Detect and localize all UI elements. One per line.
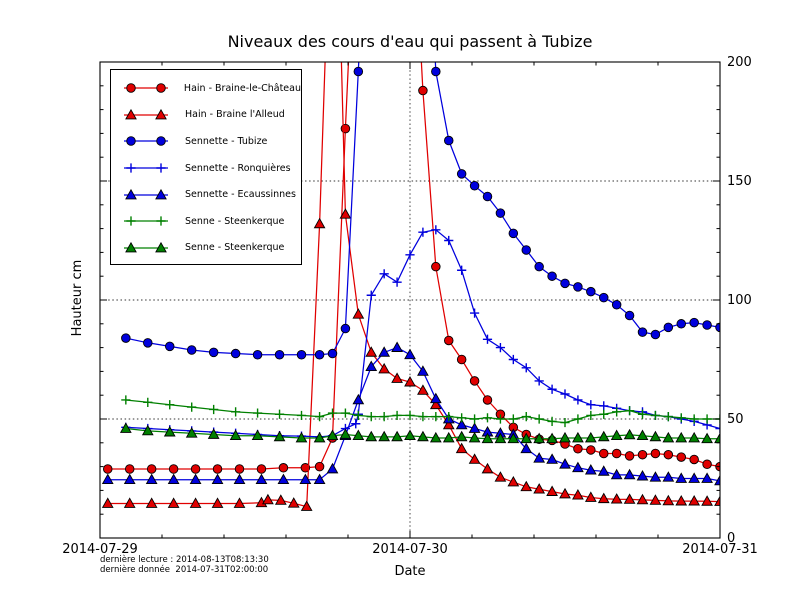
legend-marker-plus — [124, 216, 168, 226]
legend-marker-triangle — [124, 108, 168, 120]
x-tick-label-0731: 2014-07-31 — [682, 542, 758, 557]
legend-marker-circle — [124, 136, 168, 147]
x-axis-label: Date — [394, 564, 426, 579]
y-axis-label: Hauteur cm — [70, 259, 85, 337]
y-tick-label-150: 150 — [727, 174, 752, 189]
annotation-last-data: dernière donnée 2014-07-31T02:00:00 — [100, 565, 269, 575]
y-tick-label-100: 100 — [727, 293, 752, 308]
legend-entry: Sennette - Tubize — [111, 128, 301, 155]
series-senne-steenkerque — [119, 422, 720, 444]
x-tick-label-0729: 2014-07-29 — [62, 542, 138, 557]
series-senne-steenkerque — [121, 395, 720, 428]
legend-entry: Hain - Braine l'Alleud — [111, 102, 301, 129]
legend: Hain - Braine-le-Château Hain - Braine l'… — [110, 69, 302, 265]
legend-marker-circle — [124, 83, 168, 94]
legend-entry: Senne - Steenkerque — [111, 208, 301, 235]
series-sennette-tubize — [121, 62, 720, 360]
legend-entry: Senne - Steenkerque — [111, 235, 301, 262]
legend-label: Sennette - Ronquières — [185, 162, 291, 174]
legend-label: Hain - Braine-le-Château — [183, 82, 301, 94]
y-tick-label-50: 50 — [727, 412, 744, 427]
series-hain-braine-l-alleud — [101, 62, 720, 511]
x-tick-label-0730: 2014-07-30 — [372, 542, 448, 557]
series-sennette-ecaussinnes — [101, 341, 720, 486]
legend-label: Hain - Braine l'Alleud — [185, 109, 285, 121]
annotation-last-reading: dernière lecture : 2014-08-13T08:13:30 — [100, 555, 269, 565]
legend-label: Senne - Steenkerque — [185, 242, 285, 254]
legend-label: Sennette - Ecaussinnes — [185, 189, 296, 201]
y-tick-label-200: 200 — [727, 55, 752, 70]
legend-entry: Sennette - Ronquières — [111, 155, 301, 182]
legend-label: Sennette - Tubize — [185, 135, 268, 147]
legend-label: Senne - Steenkerque — [185, 215, 285, 227]
legend-entry: Hain - Braine-le-Château — [111, 75, 301, 102]
y-tick-label-0: 0 — [727, 531, 736, 546]
chart-title: Niveaux des cours d'eau qui passent à Tu… — [227, 32, 593, 51]
legend-marker-triangle — [124, 241, 168, 253]
series-hain-braine-le-ch-teau — [102, 62, 720, 474]
legend-entry: Sennette - Ecaussinnes — [111, 181, 301, 208]
legend-marker-plus — [124, 163, 168, 173]
legend-marker-triangle — [124, 188, 168, 200]
